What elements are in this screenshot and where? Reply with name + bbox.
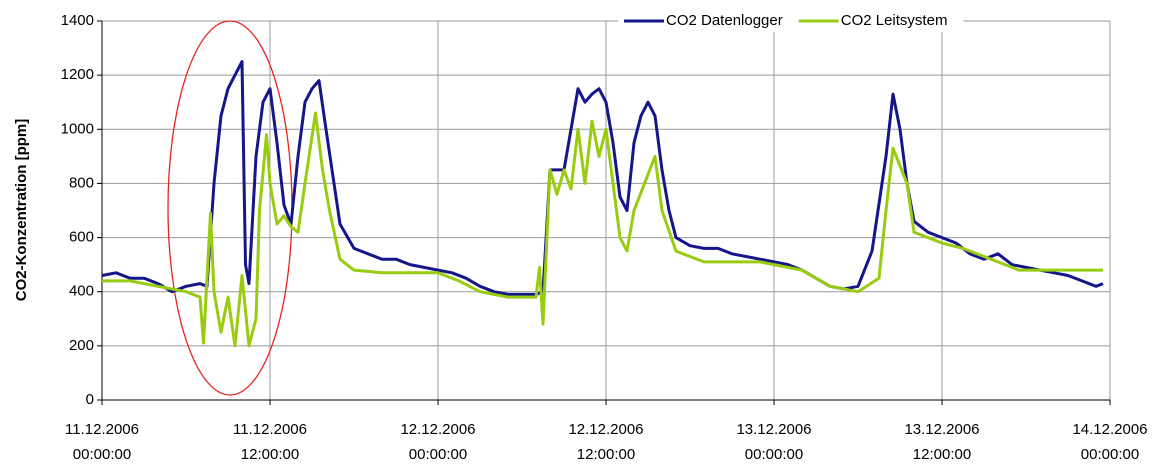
y-tick-label: 800 xyxy=(69,174,94,191)
y-tick-label: 400 xyxy=(69,283,94,300)
x-tick-label: 12.12.2006 00:00:00 xyxy=(400,421,475,463)
y-tick-label: 1000 xyxy=(61,120,94,137)
legend: CO2 Datenlogger CO2 Leitsystem xyxy=(618,10,964,32)
y-tick-label: 1200 xyxy=(61,66,94,83)
series-line xyxy=(101,60,1104,296)
y-tick-label: 600 xyxy=(69,229,94,246)
x-tick-label: 13.12.2006 00:00:00 xyxy=(736,421,811,463)
legend-label: CO2 Datenlogger xyxy=(666,12,783,29)
legend-box xyxy=(618,10,964,32)
x-tick-label: 11.12.2006 00:00:00 xyxy=(65,421,139,463)
series-line xyxy=(102,111,1103,348)
y-tick-label: 0 xyxy=(86,391,94,408)
y-tick-label: 1400 xyxy=(61,12,94,29)
x-tick-label: 11.12.2006 12:00:00 xyxy=(233,421,307,463)
x-tick-label: 14.12.2006 00:00:00 xyxy=(1072,421,1147,463)
x-tick-label: 13.12.2006 12:00:00 xyxy=(904,421,979,463)
y-tick-label: 200 xyxy=(69,337,94,354)
x-tick-label: 12.12.2006 12:00:00 xyxy=(568,421,643,463)
legend-label: CO2 Leitsystem xyxy=(841,12,948,29)
y-axis-label: CO2-Konzentration [ppm] xyxy=(13,119,30,301)
